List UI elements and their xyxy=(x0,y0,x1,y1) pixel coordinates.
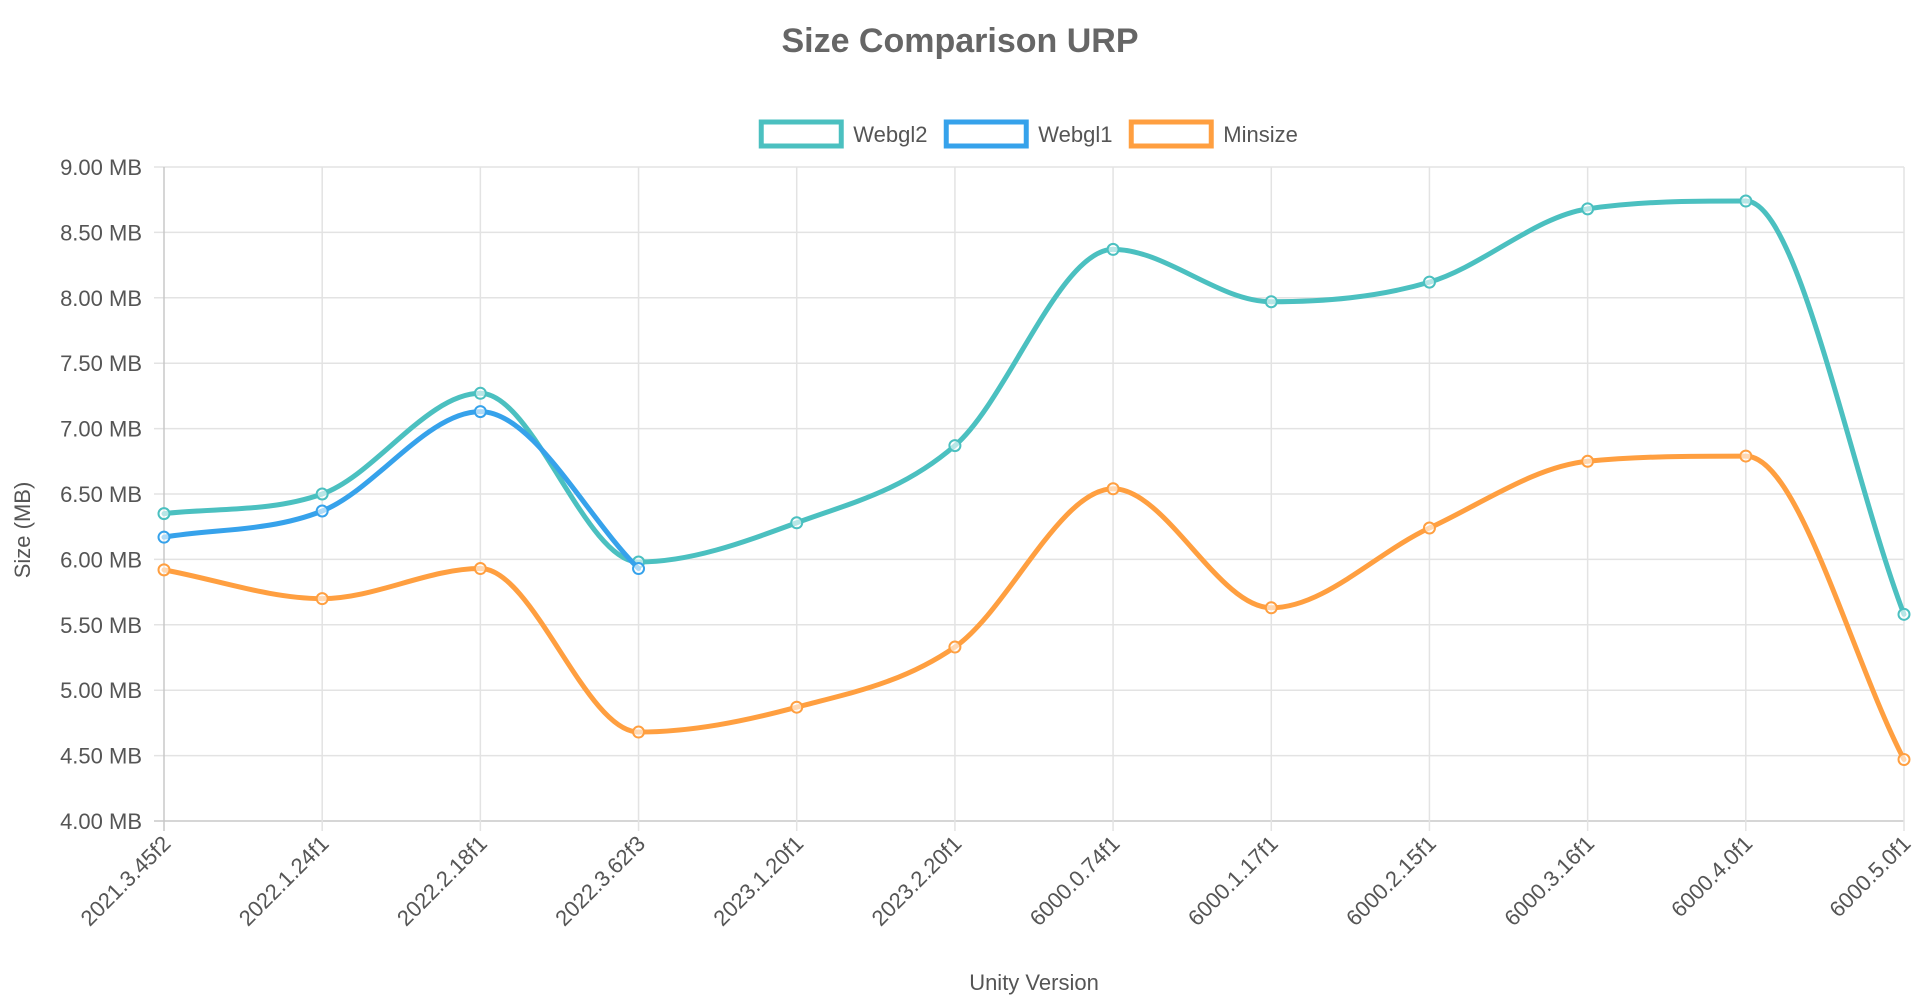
y-axis: 4.00 MB 4.50 MB 5.00 MB 5.50 MB 6.00 MB 6.50 … xyxy=(60,155,142,834)
x-tick-label: 2023.2.20f1 xyxy=(867,831,967,931)
x-tick-label: 6000.4.0f1 xyxy=(1666,831,1757,922)
x-tick-label: 6000.3.16f1 xyxy=(1499,831,1599,931)
x-axis-label: Unity Version xyxy=(969,970,1099,995)
y-tick-label: 4.00 MB xyxy=(60,809,142,834)
minsize-data-point[interactable] xyxy=(1264,601,1278,615)
y-axis-label: Size (MB) xyxy=(10,482,35,579)
x-tick-label: 6000.0.74f1 xyxy=(1025,831,1125,931)
minsize-data-point[interactable] xyxy=(1106,482,1120,496)
webgl2-data-point[interactable] xyxy=(1264,295,1278,309)
webgl2-data-point[interactable] xyxy=(473,386,487,400)
y-tick-label: 5.50 MB xyxy=(60,613,142,638)
x-axis: 2021.3.45f2 2022.1.24f1 2022.2.18f1 2022.3.… xyxy=(76,831,1916,931)
minsize-data-point[interactable] xyxy=(1739,449,1753,463)
x-tick-label: 6000.2.15f1 xyxy=(1341,831,1441,931)
webgl2-data-point[interactable] xyxy=(948,439,962,453)
y-tick-label: 8.50 MB xyxy=(60,220,142,245)
minsize-data-point[interactable] xyxy=(948,640,962,654)
y-tick-label: 8.00 MB xyxy=(60,286,142,311)
y-tick-label: 5.00 MB xyxy=(60,678,142,703)
minsize-data-point[interactable] xyxy=(157,563,171,577)
legend-item-minsize[interactable]: Minsize xyxy=(1128,119,1298,149)
x-tick-label: 2021.3.45f2 xyxy=(76,831,176,931)
grid xyxy=(154,166,1905,831)
minsize-data-point[interactable] xyxy=(632,725,646,739)
legend: Webgl2 Webgl1 Minsize xyxy=(758,119,1298,149)
x-tick-label: 6000.5.0f1 xyxy=(1824,831,1915,922)
webgl2-data-point[interactable] xyxy=(157,507,171,521)
y-tick-label: 6.50 MB xyxy=(60,482,142,507)
x-tick-label: 2022.2.18f1 xyxy=(392,831,492,931)
legend-item-webgl1[interactable]: Webgl1 xyxy=(943,119,1112,149)
webgl2-data-point[interactable] xyxy=(1106,242,1120,256)
y-tick-label: 6.00 MB xyxy=(60,547,142,572)
x-tick-label: 2022.1.24f1 xyxy=(234,831,334,931)
chart-title: Size Comparison URP xyxy=(781,22,1138,60)
webgl2-legend-label: Webgl2 xyxy=(853,122,927,147)
webgl2-data-point[interactable] xyxy=(1422,275,1436,289)
minsize-data-point[interactable] xyxy=(790,700,804,714)
webgl1-data-point[interactable] xyxy=(157,530,171,544)
webgl2-data-point[interactable] xyxy=(1739,194,1753,208)
legend-item-webgl2[interactable]: Webgl2 xyxy=(758,119,927,149)
minsize-legend-swatch xyxy=(1128,119,1214,149)
x-tick-label: 2022.3.62f3 xyxy=(550,831,650,931)
webgl2-data-point[interactable] xyxy=(1897,607,1911,621)
webgl1-series-line xyxy=(161,409,642,572)
webgl1-data-point[interactable] xyxy=(632,562,646,576)
minsize-data-point[interactable] xyxy=(1581,454,1595,468)
minsize-series-line xyxy=(161,453,1907,763)
webgl1-legend-label: Webgl1 xyxy=(1038,122,1112,147)
y-tick-label: 4.50 MB xyxy=(60,744,142,769)
webgl2-legend-swatch xyxy=(758,119,844,149)
y-tick-label: 7.50 MB xyxy=(60,351,142,376)
y-tick-label: 9.00 MB xyxy=(60,155,142,180)
webgl2-data-point[interactable] xyxy=(315,487,329,501)
webgl1-legend-swatch xyxy=(943,119,1029,149)
minsize-data-point[interactable] xyxy=(1897,753,1911,767)
webgl2-data-point[interactable] xyxy=(1581,202,1595,216)
series-lines xyxy=(157,194,1911,767)
minsize-data-point[interactable] xyxy=(315,592,329,606)
minsize-data-point[interactable] xyxy=(1422,521,1436,535)
x-tick-label: 6000.1.17f1 xyxy=(1183,831,1283,931)
webgl1-data-point[interactable] xyxy=(473,405,487,419)
webgl1-data-point[interactable] xyxy=(315,504,329,518)
webgl2-data-point[interactable] xyxy=(790,516,804,530)
y-tick-label: 7.00 MB xyxy=(60,417,142,442)
x-tick-label: 2023.1.20f1 xyxy=(708,831,808,931)
minsize-data-point[interactable] xyxy=(473,562,487,576)
minsize-legend-label: Minsize xyxy=(1223,122,1298,147)
